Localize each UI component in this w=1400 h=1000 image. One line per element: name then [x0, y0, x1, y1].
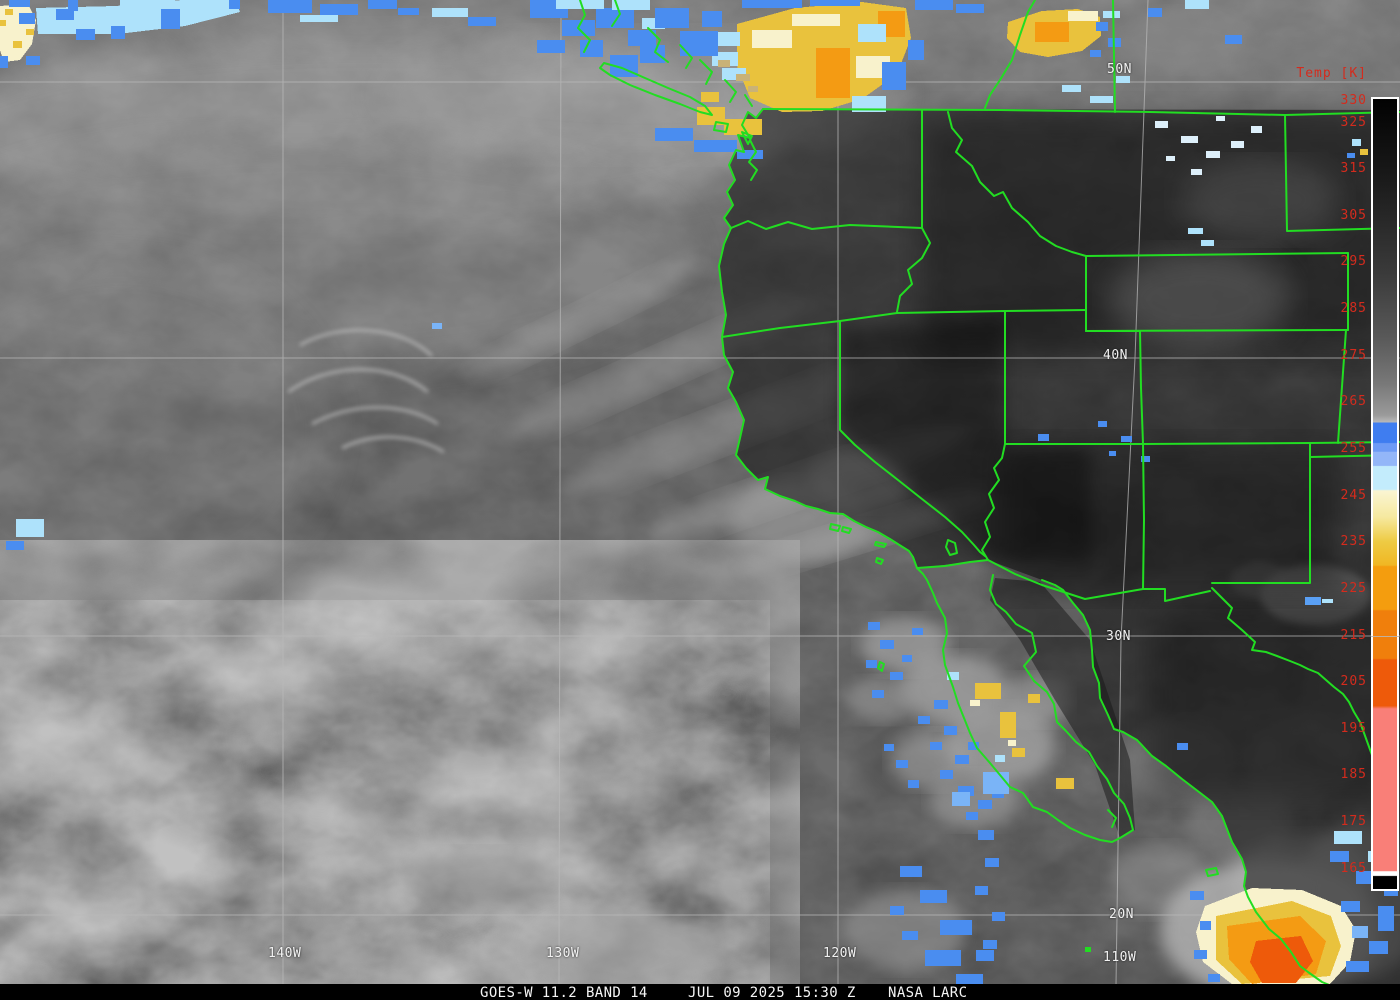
border-nv-az-river — [981, 443, 1006, 561]
colorbar-tick-330: 330 — [1340, 93, 1367, 108]
islas-marias — [1205, 867, 1219, 877]
lon-label-120w: 120W — [823, 946, 857, 961]
border-ut-co — [1139, 330, 1144, 445]
coast-california — [721, 336, 918, 569]
coast-mexico-mainland — [1041, 579, 1332, 985]
gridline-30n-over-colorbar — [1371, 636, 1399, 637]
border-mt-wy — [1085, 252, 1349, 257]
border-or-id — [896, 227, 931, 313]
colorbar-tick-295: 295 — [1340, 254, 1367, 269]
colorbar-tick-225: 225 — [1340, 581, 1367, 596]
gridline-110w — [1115, 0, 1149, 985]
salton-sea — [945, 539, 958, 556]
colorbar-tick-185: 185 — [1340, 767, 1367, 782]
bc-coast-inlets — [577, 0, 753, 145]
border-us-mexico — [916, 559, 989, 569]
temperature-colorbar — [1371, 97, 1399, 891]
border-az-mexico — [987, 559, 1144, 600]
colorbar-tick-255: 255 — [1340, 441, 1367, 456]
colorbar-tick-205: 205 — [1340, 674, 1367, 689]
border-id-mt — [947, 111, 1087, 257]
border-nm-tx — [1211, 456, 1311, 584]
border-az-nm — [1142, 443, 1145, 590]
border-us-canada — [762, 108, 1400, 116]
lat-label-20n: 20N — [1109, 907, 1134, 922]
small-islands — [829, 523, 1219, 952]
border-nm-bootheel — [1142, 588, 1211, 602]
la-paz-hook — [1107, 809, 1117, 828]
border-wy-south — [1085, 329, 1349, 332]
colorbar-title: Temp [K] — [1296, 66, 1367, 81]
border-co-east — [1337, 329, 1347, 444]
lat-label-40n: 40N — [1103, 348, 1128, 363]
border-ca-nv — [839, 320, 986, 557]
border-37n — [1004, 441, 1400, 445]
border-ab-sk — [1112, 0, 1116, 113]
border-42n — [721, 309, 1087, 338]
vancouver-island — [599, 62, 713, 116]
border-mt-nd-sd — [1284, 114, 1400, 232]
coast-washington — [723, 108, 764, 229]
lon-label-140w: 140W — [268, 946, 302, 961]
ocean-cloud-swirl — [287, 329, 445, 454]
colorbar-tick-305: 305 — [1340, 208, 1367, 223]
coast-baja-gulf — [989, 574, 1134, 839]
lon-label-110w: 110W — [1103, 950, 1137, 965]
geo-borders — [577, 0, 1400, 985]
caption-product: GOES-W 11.2 BAND 14 — [480, 985, 648, 1000]
lat-label-30n: 30N — [1106, 629, 1131, 644]
colorbar-tick-315: 315 — [1340, 161, 1367, 176]
colorbar-tick-235: 235 — [1340, 534, 1367, 549]
colorbar-tick-215: 215 — [1340, 628, 1367, 643]
border-wa-or — [730, 220, 923, 230]
colorbar-tick-285: 285 — [1340, 301, 1367, 316]
colorbar-tick-265: 265 — [1340, 394, 1367, 409]
rio-grande — [1211, 587, 1373, 756]
lat-label-50n: 50N — [1107, 62, 1132, 77]
border-bc-ab — [984, 0, 1036, 109]
coast-oregon — [718, 227, 732, 338]
caption-bar: GOES-W 11.2 BAND 14 JUL 09 2025 15:30 Z … — [0, 984, 1400, 1000]
guadalupe-island — [877, 661, 885, 672]
colorbar-tick-275: 275 — [1340, 348, 1367, 363]
land-shading — [719, 109, 1400, 985]
colorbar-tick-165: 165 — [1340, 861, 1367, 876]
lon-label-130w: 130W — [546, 946, 580, 961]
colorbar-tick-175: 175 — [1340, 814, 1367, 829]
puget-sound — [748, 139, 758, 181]
caption-credit: NASA LARC — [888, 985, 968, 1000]
gridline-130w — [558, 0, 562, 985]
caption-timestamp: JUL 09 2025 15:30 Z — [688, 985, 856, 1000]
colorbar-tick-245: 245 — [1340, 488, 1367, 503]
coast-baja-pacific — [916, 567, 1121, 843]
colorbar-tick-325: 325 — [1340, 115, 1367, 130]
colorbar-tick-195: 195 — [1340, 721, 1367, 736]
